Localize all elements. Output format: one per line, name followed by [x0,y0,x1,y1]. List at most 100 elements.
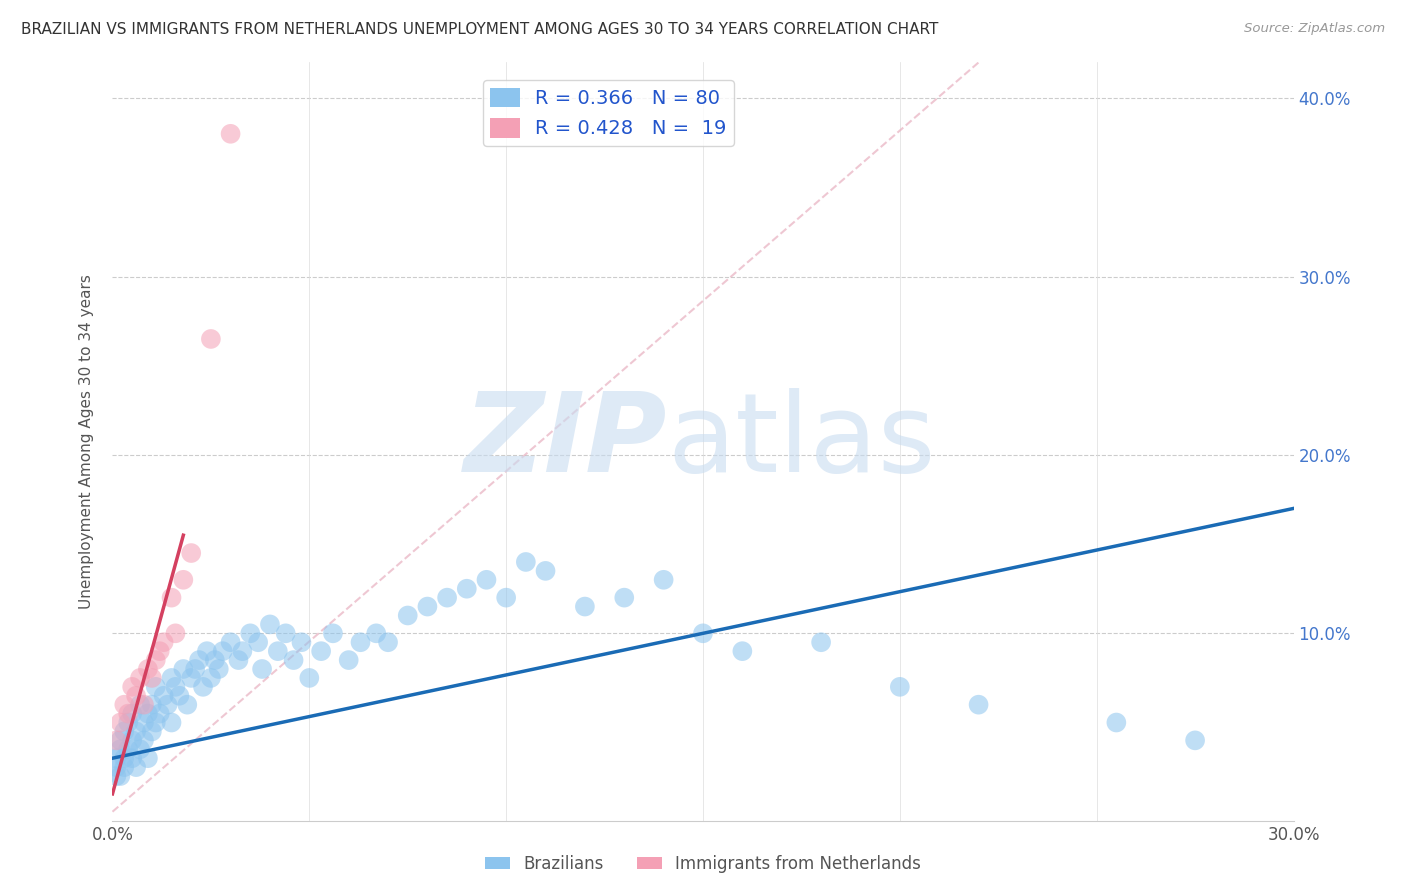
Point [247,635,270,649]
Point [204,653,226,667]
Point [160,715,183,730]
Point [456,582,478,596]
Point [231,644,253,658]
Point [239,626,262,640]
Y-axis label: Unemployment Among Ages 30 to 34 years: Unemployment Among Ages 30 to 34 years [79,274,94,609]
Point [112,751,135,765]
Point [141,724,163,739]
Point [149,644,172,658]
Point [211,644,233,658]
Point [613,591,636,605]
Point [219,635,242,649]
Point [515,555,537,569]
Point [141,698,163,712]
Point [121,680,143,694]
Point [110,742,132,756]
Point [208,662,231,676]
Point [110,733,132,747]
Point [145,653,167,667]
Point [125,724,148,739]
Point [125,689,148,703]
Point [810,635,832,649]
Point [396,608,419,623]
Point [129,671,152,685]
Point [149,706,172,721]
Point [145,715,167,730]
Point [172,573,194,587]
Point [152,635,174,649]
Point [188,653,211,667]
Point [534,564,557,578]
Point [105,733,128,747]
Point [692,626,714,640]
Point [112,724,135,739]
Point [290,635,312,649]
Point [309,644,332,658]
Point [117,715,139,730]
Point [337,653,360,667]
Point [184,662,207,676]
Point [105,769,128,783]
Point [475,573,498,587]
Point [160,591,183,605]
Point [219,127,242,141]
Point [112,760,135,774]
Point [967,698,990,712]
Point [132,715,155,730]
Point [145,680,167,694]
Point [160,671,183,685]
Point [112,698,135,712]
Point [117,706,139,721]
Point [117,742,139,756]
Point [121,733,143,747]
Point [1184,733,1206,747]
Point [176,698,198,712]
Point [110,715,132,730]
Text: Source: ZipAtlas.com: Source: ZipAtlas.com [1244,22,1385,36]
Point [200,671,222,685]
Point [136,662,159,676]
Point [165,680,187,694]
Point [652,573,675,587]
Point [274,626,297,640]
Point [125,760,148,774]
Point [416,599,439,614]
Point [132,698,155,712]
Legend: R = 0.366   N = 80, R = 0.428   N =  19: R = 0.366 N = 80, R = 0.428 N = 19 [482,79,734,146]
Point [136,706,159,721]
Point [298,671,321,685]
Point [165,626,187,640]
Point [132,733,155,747]
Point [141,671,163,685]
Point [195,644,218,658]
Point [228,653,250,667]
Point [121,751,143,765]
Point [731,644,754,658]
Point [259,617,281,632]
Point [1105,715,1128,730]
Point [156,698,179,712]
Text: BRAZILIAN VS IMMIGRANTS FROM NETHERLANDS UNEMPLOYMENT AMONG AGES 30 TO 34 YEARS : BRAZILIAN VS IMMIGRANTS FROM NETHERLANDS… [21,22,938,37]
Point [152,689,174,703]
Point [169,689,191,703]
Point [495,591,517,605]
Point [377,635,399,649]
Point [172,662,194,676]
Point [436,591,458,605]
Text: ZIP: ZIP [464,388,668,495]
Point [129,698,152,712]
Point [267,644,290,658]
Point [121,706,143,721]
Point [105,760,128,774]
Text: atlas: atlas [668,388,936,495]
Point [136,751,159,765]
Legend: Brazilians, Immigrants from Netherlands: Brazilians, Immigrants from Netherlands [478,848,928,880]
Point [105,751,128,765]
Point [180,546,202,560]
Point [250,662,273,676]
Point [366,626,388,640]
Point [574,599,596,614]
Point [129,742,152,756]
Point [180,671,202,685]
Point [349,635,371,649]
